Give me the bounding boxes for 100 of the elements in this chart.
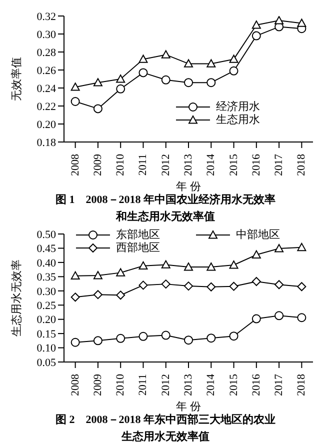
point [161,50,170,58]
point [138,332,148,341]
x-tick-label: 2013 [182,154,194,176]
x-tick-label: 2018 [296,374,308,396]
point [297,282,306,292]
y-tick-label: 0.18 [36,136,56,149]
y-tick-label: 0.22 [36,100,56,113]
y-tick-label: 0.24 [36,82,56,95]
y-axis-title: 无效率值 [10,57,23,101]
point [161,260,170,268]
point [252,20,261,29]
point [184,336,193,345]
point [229,66,238,76]
point [93,290,102,300]
x-tick-label: 2008 [69,154,82,176]
point [184,282,193,291]
y-tick-label: 0.30 [36,28,56,41]
point [116,334,126,343]
x-tick-label: 2015 [228,374,240,396]
point [138,68,148,78]
point [70,338,80,347]
y-tick-label: 0.32 [36,10,56,23]
point [116,74,126,83]
x-tick-label: 2008 [69,374,82,396]
point [252,250,261,258]
point [252,277,261,286]
x-tick-label: 2014 [205,374,218,396]
legend-label: 中部地区 [236,227,280,242]
point [206,282,216,292]
point [70,271,80,280]
point [206,334,216,343]
point [116,268,126,276]
point [206,262,216,271]
point [184,78,193,88]
point [161,330,170,340]
y-tick-label: 0.20 [36,118,56,131]
y-tick-label: 0.20 [36,314,56,326]
x-tick-label: 2014 [205,154,218,176]
point [116,290,126,300]
x-axis-title: 年 份 [176,180,202,193]
y-tick-label: 0.25 [36,300,56,312]
x-tick-label: 2016 [250,374,262,396]
x-tick-label: 2009 [92,154,104,176]
x-tick-label: 2017 [273,154,286,176]
y-tick-label: 0.10 [36,342,56,355]
x-tick-label: 2018 [296,154,308,176]
point [138,261,148,270]
point [138,54,148,63]
point [252,31,261,40]
point [161,280,170,289]
point [297,313,306,322]
y-tick-label: 0.35 [36,272,56,284]
legend-label: 生态用水 [216,112,260,127]
y-tick-label: 0.40 [36,257,56,270]
x-tick-label: 2012 [160,374,172,396]
x-tick-label: 2011 [137,374,150,396]
point [274,280,284,290]
point [274,244,284,252]
point [206,78,216,88]
point [93,271,102,280]
point [229,332,238,341]
x-tick-label: 2015 [228,154,240,176]
point [274,311,284,320]
point [93,104,102,114]
legend-label: 东部地区 [116,227,160,242]
y-tick-label: 0.50 [36,228,56,241]
x-tick-label: 2016 [250,154,262,176]
x-axis-title: 年 份 [176,400,202,413]
point [116,84,126,94]
text: 图 2 2008－2018 年东中西部三大地区的农业生态用水无效率值 [54,412,276,445]
y-tick-label: 0.30 [36,286,56,298]
text: 图 1 2008－2018 年中国农业经济用水无效率和生态用水无效率值 [54,192,276,225]
point [70,82,80,91]
x-tick-label: 2013 [182,374,194,396]
point [70,292,80,302]
y-tick-label: 0.45 [36,243,56,256]
point [206,59,216,68]
legend-label: 经济用水 [216,99,260,114]
point [161,75,170,84]
y-tick-label: 0.26 [36,64,56,77]
point [93,78,102,86]
x-tick-label: 2009 [92,374,104,396]
point [93,336,102,346]
y-tick-label: 0.28 [36,46,56,59]
x-tick-label: 2017 [273,374,286,396]
x-tick-label: 2012 [160,154,172,176]
legend-label: 西部地区 [116,240,160,255]
x-tick-label: 2010 [114,154,127,176]
x-tick-label: 2010 [114,374,127,396]
y-axis-title: 生态用水无效率 [10,260,23,336]
point [184,262,193,271]
point [229,282,238,291]
point [229,260,238,269]
y-tick-label: 0.15 [36,328,56,340]
x-tick-label: 2011 [137,154,150,176]
point [274,16,284,24]
point [252,314,261,324]
point [297,242,306,252]
point [70,97,80,106]
point [229,54,238,63]
